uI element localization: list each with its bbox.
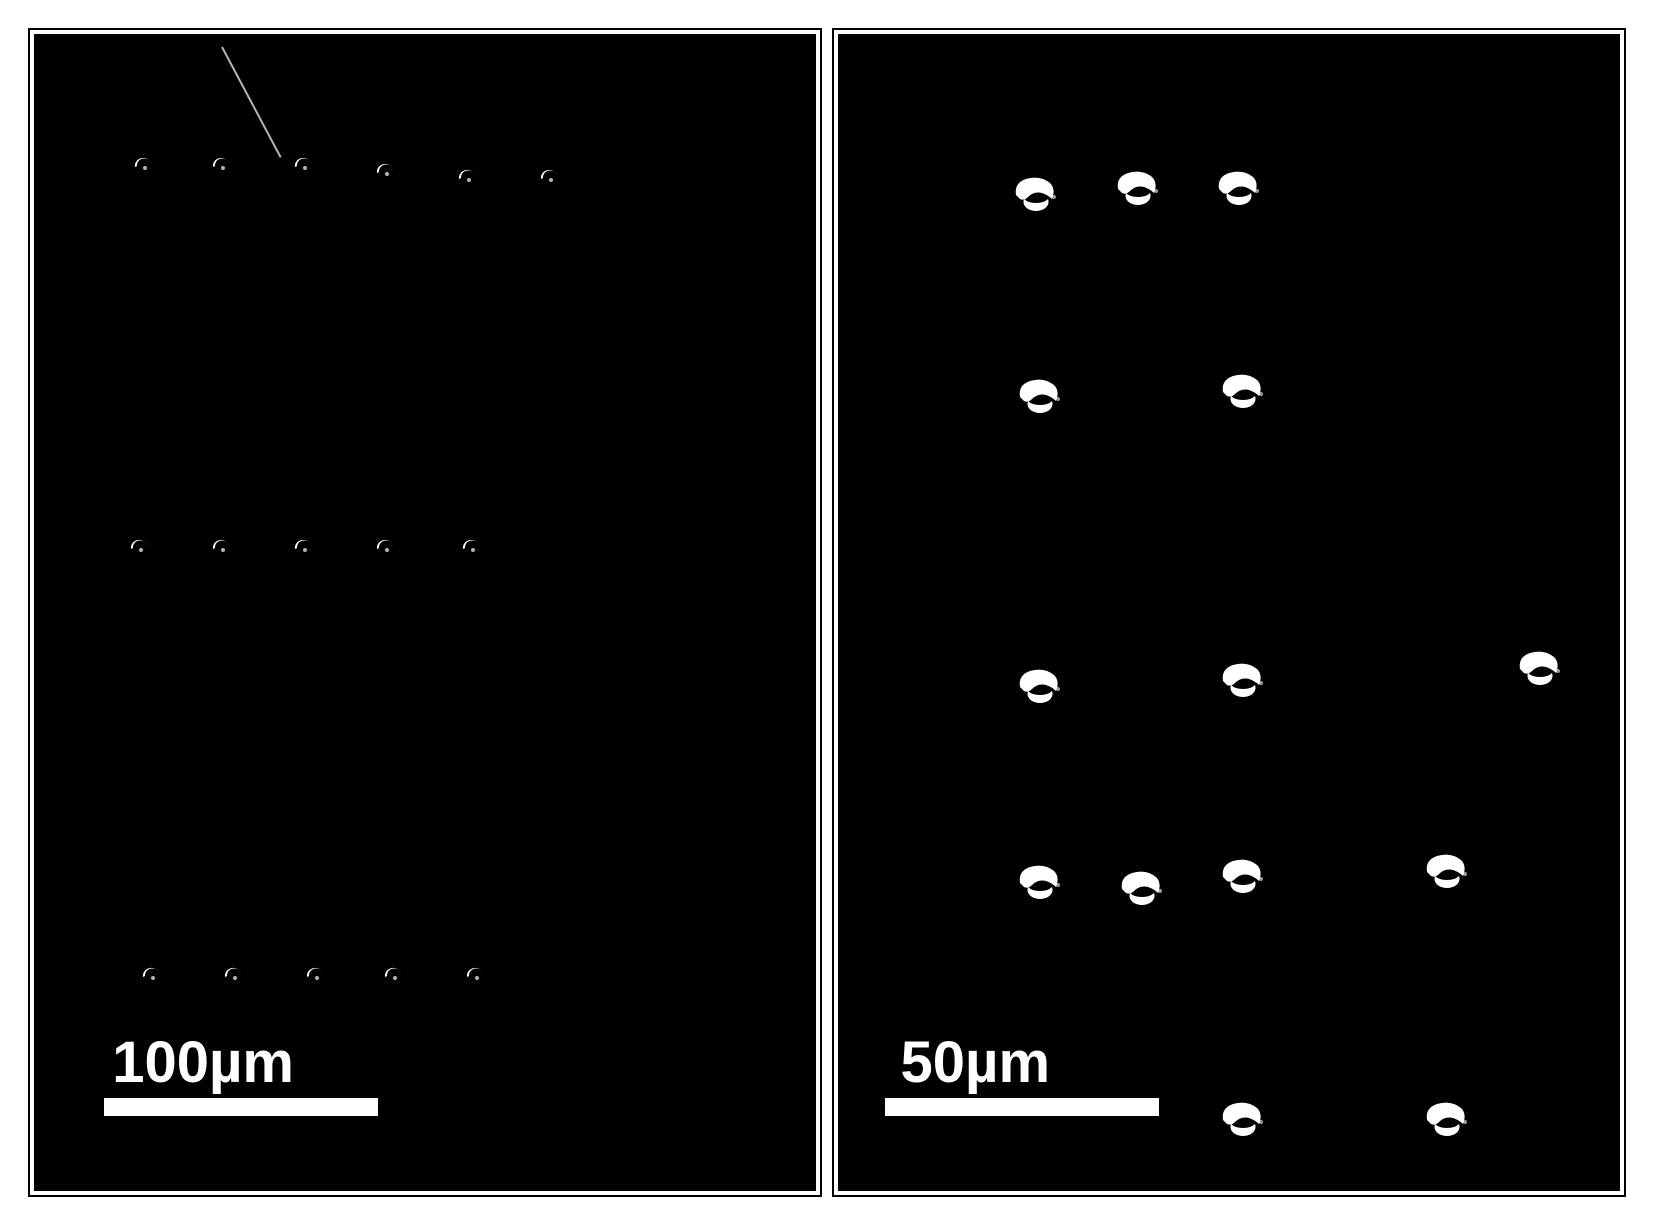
particle (1213, 167, 1261, 209)
particle (1217, 659, 1265, 701)
particle (538, 167, 560, 185)
scale-label-right: 50µm (901, 1029, 1051, 1096)
streak-artifact (221, 46, 282, 157)
particle (460, 537, 482, 555)
particle (210, 537, 232, 555)
scale-label-left: 100µm (112, 1029, 294, 1096)
particle (140, 965, 162, 983)
particle (132, 155, 154, 173)
particle (222, 965, 244, 983)
particle (1421, 850, 1469, 892)
particle (456, 167, 478, 185)
particle (1014, 375, 1062, 417)
scale-bar-right (885, 1098, 1159, 1116)
particle (464, 965, 486, 983)
particle (210, 155, 232, 173)
particle (1014, 665, 1062, 707)
panel-right: 50µm (834, 30, 1624, 1195)
particle (1421, 1098, 1469, 1140)
particle (1217, 1098, 1265, 1140)
particle (1014, 861, 1062, 903)
particle (374, 161, 396, 179)
particle (374, 537, 396, 555)
particle (1217, 370, 1265, 412)
particle (1217, 855, 1265, 897)
particle (1116, 867, 1164, 909)
particle (1010, 173, 1058, 215)
particle (1112, 167, 1160, 209)
particle (382, 965, 404, 983)
particle (128, 537, 150, 555)
particle (304, 965, 326, 983)
particle (292, 155, 314, 173)
particle (292, 537, 314, 555)
scale-bar-left (104, 1098, 378, 1116)
particle (1514, 647, 1562, 689)
panel-left: 100µm (30, 30, 820, 1195)
figure-container: 100µm (0, 0, 1665, 1225)
